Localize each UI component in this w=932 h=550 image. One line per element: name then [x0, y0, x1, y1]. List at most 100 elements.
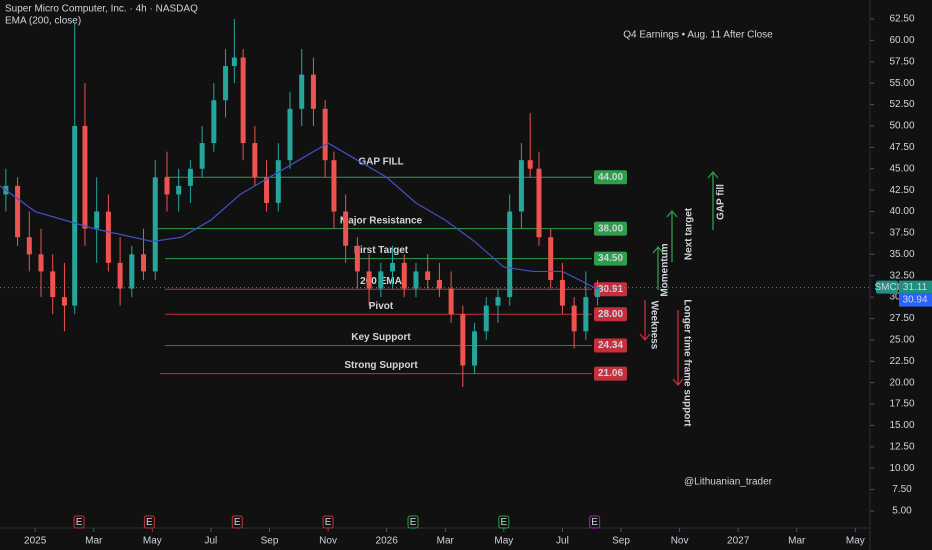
y-tick-label: 62.50 [889, 14, 914, 25]
candle-body [129, 254, 135, 289]
level-name: First Target [354, 245, 409, 256]
candle-body [94, 211, 100, 229]
candle-body [26, 237, 32, 255]
y-tick-label: 47.50 [889, 142, 914, 153]
ema-tag-label: 30.94 [902, 295, 927, 306]
level-name: Key Support [351, 332, 411, 343]
candle-body [82, 125, 88, 229]
candle-body [299, 74, 305, 109]
level-badge [594, 170, 627, 185]
earnings-label: E [410, 517, 417, 528]
price-tag-label: 31.11 [903, 282, 928, 293]
candle-body [117, 262, 123, 289]
indicator-label: EMA (200, close) [5, 16, 81, 27]
candle-body [223, 66, 229, 101]
candle-body [401, 262, 407, 289]
earnings-icon [498, 515, 510, 529]
y-tick-label: 15.00 [889, 420, 914, 431]
candle-body [331, 160, 337, 212]
candle-body [436, 279, 442, 289]
candle-body [595, 287, 601, 298]
price-tag [899, 280, 932, 294]
y-tick-label: 55.00 [889, 78, 914, 89]
arrows [639, 170, 719, 387]
candle-body [413, 271, 419, 289]
candle-body [15, 185, 21, 238]
candle-body [322, 108, 328, 161]
x-tick-label: Mar [85, 536, 103, 547]
level-label: 34.50 [598, 253, 623, 264]
level-name: Strong Support [344, 360, 418, 371]
x-tick-label: May [846, 536, 865, 547]
y-tick-label: 7.50 [892, 484, 912, 495]
annotation: Momentum [660, 243, 671, 296]
level-label: 30.91 [598, 284, 623, 295]
candle-body [61, 297, 67, 306]
annotation: Next target [684, 207, 695, 260]
candle-body [105, 211, 111, 263]
earnings-label: E [501, 517, 508, 528]
x-tick-label: Mar [788, 536, 806, 547]
candle-body [287, 108, 293, 161]
level-badge [594, 251, 627, 266]
candle-body [187, 168, 193, 186]
candle-body [141, 254, 147, 272]
y-tick-label: 5.00 [892, 506, 912, 517]
y-tick-label: 45.00 [889, 163, 914, 174]
y-tick-label: 25.00 [889, 335, 914, 346]
level-badge [594, 338, 627, 353]
arrow [666, 209, 678, 262]
level-name: Pivot [369, 301, 394, 312]
candle-body [366, 271, 372, 289]
candle-body [72, 125, 78, 306]
header: Super Micro Computer, Inc. · 4h · NASDAQ [5, 4, 198, 15]
x-tick-label: 2027 [727, 536, 750, 547]
earnings-icon [143, 515, 155, 529]
annotation: Longer time frame support [681, 299, 692, 427]
y-tick-label: 42.50 [889, 185, 914, 196]
level-badge [594, 307, 627, 322]
arrow [672, 310, 684, 387]
candle-body [390, 262, 396, 272]
annotation: GAP fill [716, 184, 727, 220]
y-tick-label: 27.50 [889, 313, 914, 324]
x-tick-label: Mar [437, 536, 455, 547]
candle-body [252, 143, 258, 178]
y-tick-label: 22.50 [889, 356, 914, 367]
x-tick-label: Sep [261, 536, 279, 547]
x-tick-label: Jul [205, 536, 218, 547]
ema-line [0, 142, 598, 290]
level-badge [594, 221, 627, 236]
y-tick-label: 17.50 [889, 399, 914, 410]
candle-body [460, 314, 466, 366]
y-tick-label: 32.50 [889, 270, 914, 281]
candle-body [448, 288, 454, 315]
earnings-icon [231, 515, 243, 529]
level-name: Major Resistance [340, 215, 423, 226]
level-label: 21.06 [598, 368, 623, 379]
arrow [707, 170, 719, 230]
candle-body [264, 177, 270, 203]
y-tick-label: 40.00 [889, 206, 914, 217]
candle-body [275, 160, 281, 203]
candle-body [583, 297, 589, 332]
y-tick-label: 52.50 [889, 99, 914, 110]
candle-body [343, 211, 349, 246]
x-tick-label: May [143, 536, 162, 547]
x-tick-label: Nov [319, 536, 337, 547]
x-tick-label: Sep [612, 536, 630, 547]
candle-body [518, 160, 524, 212]
candle-body [38, 254, 44, 272]
annotation: Weekness [648, 301, 659, 350]
candle-body [559, 279, 565, 306]
candle-body [527, 160, 533, 169]
chart-title: Q4 Earnings • Aug. 11 After Close [623, 30, 773, 41]
candle-body [507, 211, 513, 298]
watermark: @Lithuanian_trader [684, 477, 773, 488]
candle-body [378, 271, 384, 289]
ema-tag [899, 293, 932, 307]
arrow [639, 300, 651, 342]
x-tick-label: 2025 [24, 536, 47, 547]
candle-body [211, 100, 217, 144]
